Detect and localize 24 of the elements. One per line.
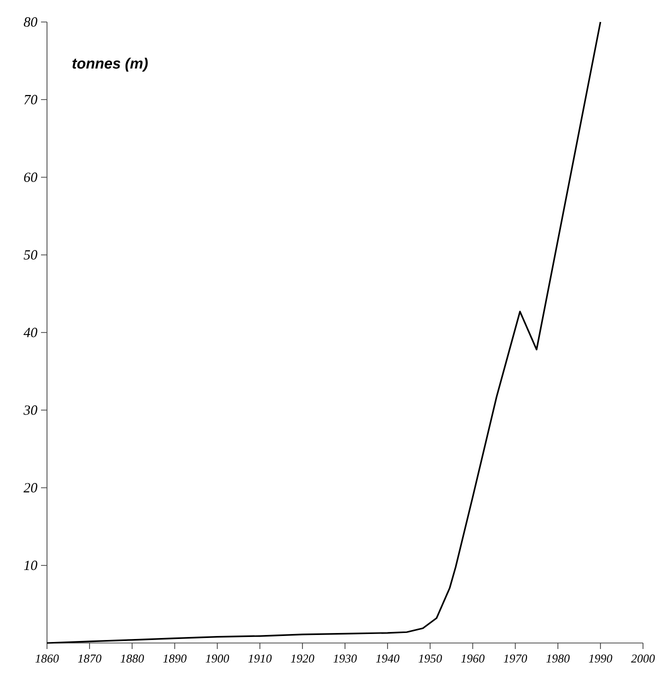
x-tick-label: 1880 — [120, 654, 144, 663]
y-axis-title: tonnes (m) — [72, 58, 148, 72]
x-tick-label: 1990 — [588, 654, 612, 663]
x-tick-label: 1910 — [248, 654, 272, 663]
y-tick-label: 30 — [24, 405, 38, 415]
x-tick-label: 1970 — [504, 654, 528, 663]
x-tick-label: 1870 — [78, 654, 102, 663]
x-tick-label: 1920 — [290, 654, 314, 663]
y-tick-label: 50 — [24, 250, 38, 260]
y-tick-label: 40 — [24, 328, 38, 338]
y-tick-label: 70 — [24, 94, 38, 104]
y-tick-label: 10 — [24, 560, 38, 570]
x-tick-label: 1890 — [163, 654, 187, 663]
y-tick-label: 60 — [24, 172, 38, 182]
x-tick-label: 1860 — [35, 654, 59, 663]
x-tick-label: 1940 — [376, 654, 400, 663]
y-tick-label: 80 — [24, 17, 38, 27]
y-tick-label: 20 — [24, 483, 38, 492]
x-tick-label: 1900 — [206, 654, 230, 663]
x-tick-label: 1930 — [333, 654, 357, 663]
x-tick-label: 2000 — [631, 654, 655, 663]
x-tick-label: 1980 — [546, 654, 570, 663]
x-tick-label: 1960 — [461, 654, 485, 663]
x-tick-label: 1950 — [418, 654, 442, 663]
